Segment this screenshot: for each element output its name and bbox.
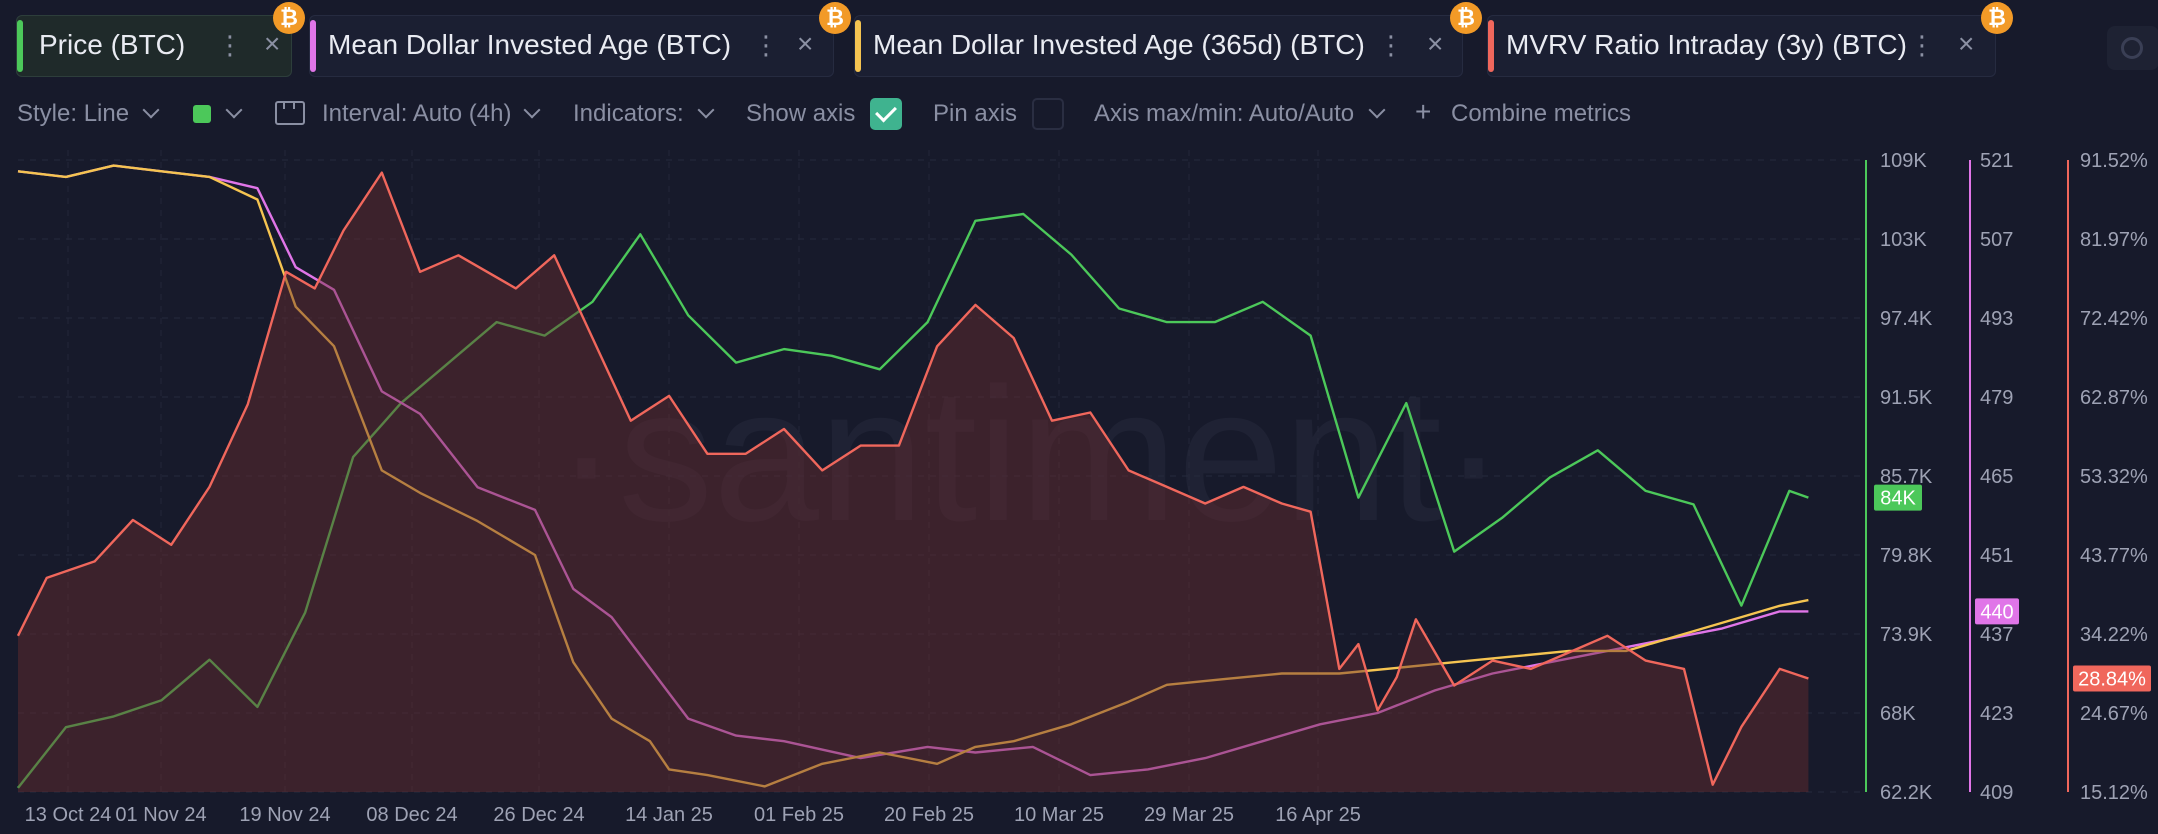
y-tick-label: 68K	[1880, 703, 1916, 725]
circle-icon	[2121, 37, 2143, 59]
y-tick-label: 409	[1980, 782, 2013, 804]
tab-more-icon[interactable]: ⋮	[217, 30, 243, 60]
y-tick-label: 34.22%	[2080, 624, 2148, 646]
x-tick-label: 16 Apr 25	[1275, 804, 1361, 826]
bitcoin-icon: ₿	[819, 2, 851, 34]
y-tick-label: 423	[1980, 703, 2013, 725]
tab-more-icon[interactable]: ⋮	[1378, 30, 1404, 60]
x-tick-label: 08 Dec 24	[366, 804, 457, 826]
tab-more-icon[interactable]: ⋮	[753, 30, 779, 60]
y-tick-label: 15.12%	[2080, 782, 2148, 804]
x-tick-label: 26 Dec 24	[493, 804, 584, 826]
x-tick-label: 01 Feb 25	[754, 804, 844, 826]
series-line	[17, 164, 1809, 788]
bitcoin-icon: ₿	[273, 2, 305, 34]
y-tick-label: 91.52%	[2080, 150, 2148, 172]
y-tick-label: 465	[1980, 466, 2013, 488]
series-line	[16, 171, 1809, 786]
combine-metrics-button[interactable]: Combine metrics	[1451, 100, 1632, 127]
x-tick-label: 14 Jan 25	[625, 804, 713, 826]
y-tick-label: 437	[1980, 624, 2013, 646]
settings-button[interactable]	[2107, 26, 2158, 70]
y-tick-label: 24.67%	[2080, 703, 2148, 725]
bitcoin-icon: ₿	[1981, 2, 2013, 34]
y-tick-label: 72.42%	[2080, 308, 2148, 330]
show-axis-label: Show axis	[746, 100, 856, 127]
tab-price-btc[interactable]: Price (BTC) ⋮ × ₿	[16, 2, 305, 77]
tab-mean-dollar-invested-age-365d[interactable]: Mean Dollar Invested Age (365d) (BTC) ⋮ …	[854, 2, 1482, 77]
y-tick-label: 451	[1980, 545, 2013, 567]
color-swatch[interactable]	[193, 105, 211, 123]
bitcoin-icon: ₿	[1450, 2, 1482, 34]
close-icon[interactable]: ×	[1427, 28, 1444, 59]
chart-series	[16, 164, 1809, 793]
tab-mvrv-ratio-intraday[interactable]: MVRV Ratio Intraday (3y) (BTC) ⋮ × ₿	[1487, 2, 2013, 77]
x-tick-label: 10 Mar 25	[1014, 804, 1104, 826]
current-value-badge	[1874, 484, 1922, 511]
current-value-badge	[1975, 598, 2019, 625]
y-tick-label: 62.87%	[2080, 387, 2148, 409]
mvrv-area-fill	[18, 172, 1809, 793]
y-tick-label: 91.5K	[1880, 387, 1933, 409]
tab-label: Price (BTC)	[39, 29, 186, 60]
tab-color-indicator	[17, 20, 23, 72]
x-tick-label: 29 Mar 25	[1144, 804, 1234, 826]
tab-color-indicator	[1488, 20, 1494, 72]
indicators-dropdown[interactable]: Indicators:	[573, 100, 684, 127]
tab-label: Mean Dollar Invested Age (BTC)	[328, 29, 732, 60]
x-tick-label: 13 Oct 24	[25, 804, 112, 826]
tab-label: MVRV Ratio Intraday (3y) (BTC)	[1506, 29, 1907, 60]
y-tick-label: 85.7K	[1880, 466, 1933, 488]
series-line	[17, 212, 1809, 789]
current-value-label: 28.84%	[2078, 669, 2146, 691]
plus-icon[interactable]: +	[1415, 96, 1432, 127]
style-dropdown[interactable]: Style: Line	[17, 100, 130, 127]
y-tick-label: 103K	[1880, 229, 1927, 251]
x-tick-label: 01 Nov 24	[115, 804, 206, 826]
y-tick-label: 79.8K	[1880, 545, 1933, 567]
y-tick-label: 62.2K	[1880, 782, 1933, 804]
y-tick-label: 43.77%	[2080, 545, 2148, 567]
tab-more-icon[interactable]: ⋮	[1909, 30, 1935, 60]
x-tick-label: 19 Nov 24	[239, 804, 330, 826]
pin-axis-label: Pin axis	[933, 100, 1018, 127]
pin-axis-checkbox[interactable]	[1032, 98, 1064, 130]
tab-color-indicator	[855, 20, 861, 72]
y-tick-label: 493	[1980, 308, 2013, 330]
x-tick-label: 20 Feb 25	[884, 804, 974, 826]
tab-label: Mean Dollar Invested Age (365d) (BTC)	[873, 29, 1365, 60]
tab-mean-dollar-invested-age[interactable]: Mean Dollar Invested Age (BTC) ⋮ × ₿	[309, 2, 851, 77]
close-icon[interactable]: ×	[264, 28, 281, 59]
close-icon[interactable]: ×	[797, 28, 814, 59]
show-axis-checkbox[interactable]	[870, 98, 902, 130]
interval-dropdown[interactable]: Interval: Auto (4h)	[322, 100, 512, 127]
series-line	[17, 164, 1809, 777]
y-tick-label: 507	[1980, 229, 2013, 251]
y-tick-label: 53.32%	[2080, 466, 2148, 488]
y-tick-label: 479	[1980, 387, 2013, 409]
chart-axes: 13 Oct 24 01 Nov 24 19 Nov 24 08 Dec 24 26 D…	[25, 150, 2151, 826]
y-tick-label: 109K	[1880, 150, 1927, 172]
close-icon[interactable]: ×	[1958, 28, 1975, 59]
axis-maxmin-dropdown[interactable]: Axis max/min: Auto/Auto	[1094, 100, 1355, 127]
y-tick-label: 73.9K	[1880, 624, 1933, 646]
current-value-badge	[2073, 665, 2151, 692]
y-tick-label: 97.4K	[1880, 308, 1933, 330]
calendar-icon	[275, 101, 305, 125]
y-tick-label: 81.97%	[2080, 229, 2148, 251]
current-value-label: 440	[1980, 601, 2013, 623]
y-tick-label: 521	[1980, 150, 2013, 172]
tab-color-indicator	[310, 20, 316, 72]
current-value-label: 84K	[1880, 488, 1916, 510]
